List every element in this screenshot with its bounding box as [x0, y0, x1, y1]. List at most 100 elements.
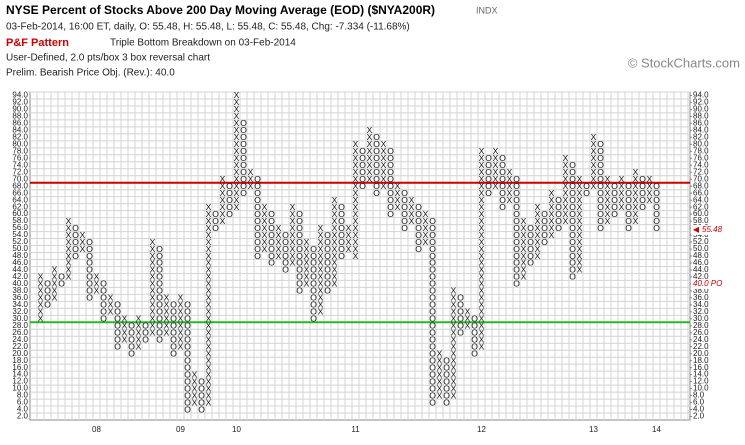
box-glyph: X — [332, 230, 338, 240]
box-glyph: O — [569, 251, 576, 261]
pnf-column: XXX — [80, 230, 86, 254]
box-glyph: X — [381, 153, 387, 163]
box-glyph: O — [471, 314, 478, 324]
box-glyph: X — [150, 286, 156, 296]
box-glyph: O — [198, 390, 205, 400]
box-glyph: X — [332, 195, 338, 205]
box-glyph: O — [387, 167, 394, 177]
box-glyph: O — [569, 265, 576, 275]
box-glyph: O — [597, 223, 604, 233]
box-glyph: X — [479, 195, 485, 205]
box-glyph: X — [150, 279, 156, 289]
box-glyph: O — [415, 223, 422, 233]
box-glyph: O — [338, 244, 345, 254]
box-glyph: X — [38, 307, 44, 317]
box-glyph: X — [94, 272, 100, 282]
box-glyph: O — [527, 244, 534, 254]
box-glyph: X — [591, 139, 597, 149]
box-glyph: X — [535, 216, 541, 226]
box-glyph: O — [513, 223, 520, 233]
box-glyph: O — [86, 251, 93, 261]
box-glyph: X — [178, 341, 184, 351]
box-glyph: X — [549, 209, 555, 219]
box-glyph: X — [150, 314, 156, 324]
box-glyph: O — [387, 160, 394, 170]
y-tick-label-left: 2.0 — [17, 412, 29, 421]
box-glyph: O — [415, 202, 422, 212]
box-glyph: O — [373, 146, 380, 156]
y-tick-label-left: 88.0 — [12, 112, 28, 121]
box-glyph: O — [282, 258, 289, 268]
box-glyph: X — [479, 293, 485, 303]
box-glyph: O — [513, 279, 520, 289]
box-glyph: O — [128, 328, 135, 338]
box-glyph: X — [451, 369, 457, 379]
box-glyph: O — [373, 181, 380, 191]
box-glyph: O — [611, 202, 618, 212]
box-glyph: O — [226, 209, 233, 219]
box-glyph: X — [633, 167, 639, 177]
box-glyph: O — [282, 230, 289, 240]
box-glyph: X — [381, 160, 387, 170]
box-glyph: X — [353, 160, 359, 170]
box-glyph: O — [184, 328, 191, 338]
box-glyph: X — [276, 244, 282, 254]
box-glyph: O — [156, 334, 163, 344]
box-glyph: X — [479, 160, 485, 170]
box-glyph: X — [234, 111, 240, 121]
box-glyph: O — [541, 223, 548, 233]
box-glyph: X — [633, 209, 639, 219]
box-glyph: O — [240, 153, 247, 163]
box-glyph: X — [136, 314, 142, 324]
box-glyph: O — [569, 195, 576, 205]
y-tick-label-left: 44.0 — [12, 265, 28, 274]
box-glyph: O — [597, 139, 604, 149]
box-glyph: O — [310, 244, 317, 254]
box-glyph: O — [338, 251, 345, 261]
box-glyph: X — [437, 355, 443, 365]
box-glyph: X — [262, 202, 268, 212]
box-glyph: X — [220, 174, 226, 184]
box-glyph: X — [108, 307, 114, 317]
box-glyph: X — [605, 209, 611, 219]
box-glyph: X — [479, 300, 485, 310]
box-glyph: O — [597, 167, 604, 177]
box-glyph: O — [254, 251, 261, 261]
y-tick-label-left: 42.0 — [12, 272, 28, 281]
box-glyph: X — [80, 244, 86, 254]
box-glyph: X — [451, 314, 457, 324]
box-glyph: X — [437, 369, 443, 379]
y-tick-label-right: 38.0 — [693, 286, 709, 295]
y-tick-label-right: 76.0 — [693, 153, 709, 162]
box-glyph: X — [150, 321, 156, 331]
box-glyph: O — [296, 216, 303, 226]
box-glyph: O — [415, 230, 422, 240]
box-glyph: O — [240, 132, 247, 142]
box-glyph: X — [451, 341, 457, 351]
box-glyph: O — [597, 202, 604, 212]
box-glyph: X — [395, 202, 401, 212]
box-glyph: O — [254, 223, 261, 233]
box-glyph: O — [457, 307, 464, 317]
box-glyph: X — [535, 223, 541, 233]
box-glyph: O — [100, 293, 107, 303]
box-glyph: O — [156, 307, 163, 317]
box-glyph: O — [282, 237, 289, 247]
box-glyph: O — [597, 160, 604, 170]
box-glyph: X — [521, 272, 527, 282]
box-glyph: O — [156, 244, 163, 254]
